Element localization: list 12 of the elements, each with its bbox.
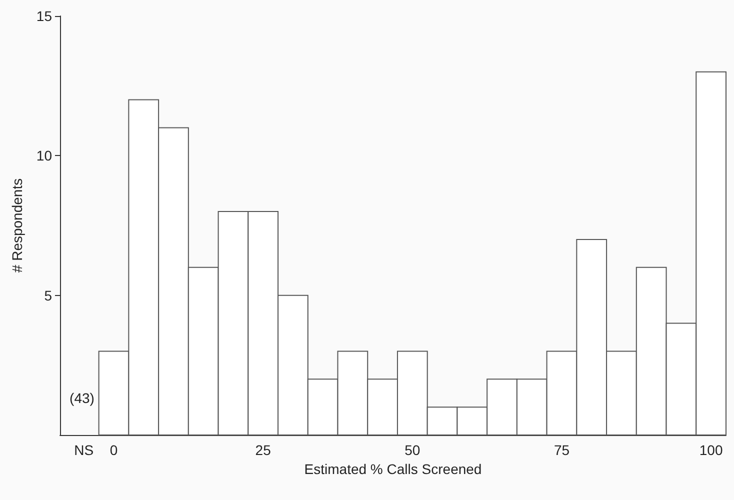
y-tick-label: 5 — [44, 287, 52, 304]
y-tick-label: 10 — [36, 148, 52, 164]
y-tick-label: 15 — [36, 8, 52, 24]
x-tick-label: 75 — [554, 442, 570, 458]
y-axis-title: # Respondents — [9, 178, 25, 273]
x-tick-label: 0 — [110, 442, 118, 458]
x-tick-label: 100 — [699, 442, 723, 458]
x-tick-label: NS — [74, 442, 94, 458]
annotation: (43) — [70, 390, 94, 406]
x-tick-label: 50 — [404, 442, 420, 458]
x-axis-title: Estimated % Calls Screened — [304, 460, 482, 477]
x-tick-label: 25 — [255, 442, 272, 458]
